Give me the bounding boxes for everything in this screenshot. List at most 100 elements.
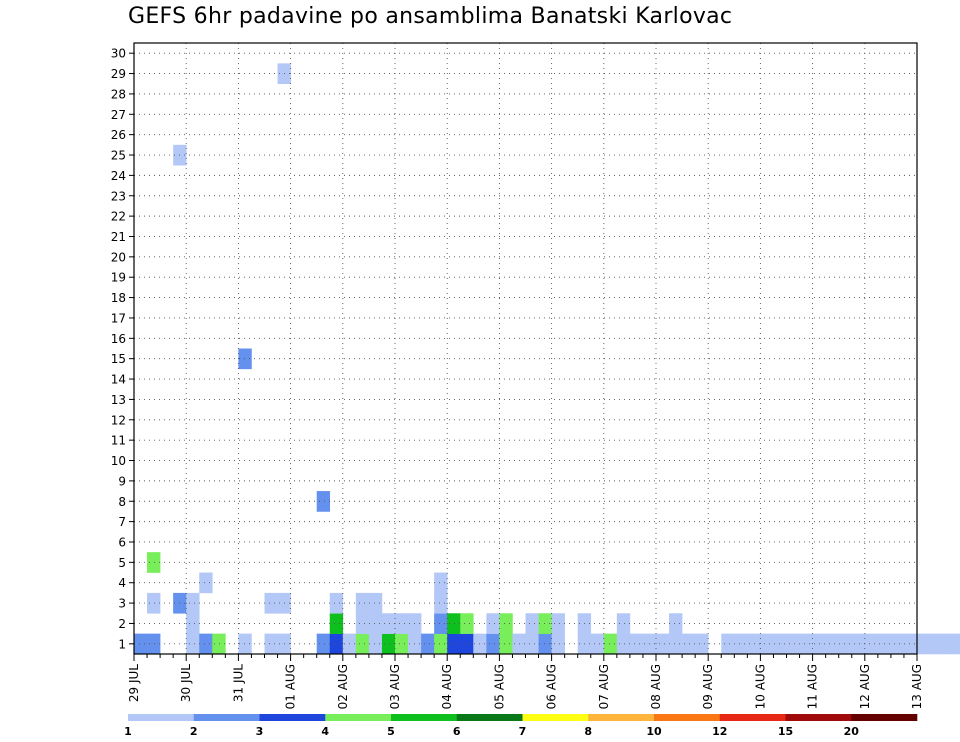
x-tick-label: 02 AUG — [336, 664, 350, 709]
heatmap-cell — [629, 633, 644, 655]
colorbar-swatch — [128, 714, 195, 721]
y-tick-label: 13 — [111, 393, 126, 407]
heatmap-cell — [447, 633, 461, 655]
y-tick-label: 5 — [118, 556, 126, 570]
heatmap-cell — [381, 613, 396, 634]
heatmap-cell — [316, 633, 331, 655]
x-tick-label: 30 JUL — [179, 664, 193, 702]
colorbar-swatch — [259, 714, 326, 721]
colorbar-label: 12 — [712, 725, 727, 738]
y-tick-label: 4 — [118, 576, 126, 590]
y-tick-label: 16 — [111, 332, 126, 346]
heatmap-cell — [734, 633, 748, 655]
heatmap-cell — [460, 633, 474, 655]
heatmap-cell — [434, 592, 448, 614]
heatmap-cell — [238, 348, 252, 370]
y-tick-label: 23 — [111, 189, 126, 203]
heatmap-cell — [669, 613, 683, 634]
heatmap-cell — [616, 633, 631, 655]
heatmap-cell — [355, 613, 370, 634]
y-tick-label: 1 — [118, 637, 126, 651]
heatmap-cell — [590, 633, 605, 655]
y-tick-label: 12 — [111, 413, 126, 427]
heatmap-cell — [329, 592, 344, 614]
y-tick-label: 20 — [111, 250, 126, 264]
heatmap-cell — [773, 633, 787, 655]
colorbar-label: 7 — [519, 725, 527, 738]
heatmap-cell — [186, 613, 200, 634]
heatmap-cell — [395, 613, 409, 634]
colorbar: 1 2 3 4 5 6 7 8 10 12 15 20 — [124, 714, 918, 738]
colorbar-swatch — [456, 714, 523, 721]
heatmap-cell — [799, 633, 813, 655]
heatmap-cell — [434, 633, 448, 655]
x-tick-label: 07 AUG — [597, 664, 611, 709]
heatmap-cell — [460, 613, 474, 634]
heatmap-cell — [499, 613, 513, 634]
heatmap-cell — [421, 633, 435, 655]
y-tick-label: 22 — [111, 210, 126, 224]
heatmap-cell — [551, 633, 565, 655]
colorbar-label: 6 — [453, 725, 461, 738]
colorbar-swatch — [654, 714, 721, 721]
y-tick-label: 28 — [111, 87, 126, 101]
heatmap-cell — [368, 613, 383, 634]
y-tick-label: 26 — [111, 128, 126, 142]
colorbar-label: 4 — [321, 725, 329, 738]
x-tick-label: 13 AUG — [910, 664, 924, 709]
heatmap-cell — [186, 592, 200, 614]
x-tick-label: 12 AUG — [858, 664, 872, 709]
heatmap-cell — [147, 592, 161, 614]
y-tick-label: 15 — [111, 352, 126, 366]
heatmap-cell — [903, 633, 918, 655]
heatmap-cell — [147, 552, 161, 573]
y-tick-label: 2 — [118, 617, 126, 631]
heatmap-cell — [786, 633, 800, 655]
y-tick-label: 30 — [111, 47, 126, 61]
colorbar-swatch — [193, 714, 260, 721]
heatmap-cell — [499, 633, 513, 655]
heatmap-cell — [186, 633, 200, 655]
colorbar-label: 20 — [844, 725, 860, 738]
heatmap-cell — [199, 572, 213, 594]
heatmap-cell — [486, 633, 500, 655]
x-tick-label: 06 AUG — [545, 664, 559, 709]
y-tick-label: 3 — [118, 597, 126, 611]
y-tick-label: 9 — [118, 474, 126, 488]
heatmap-cell — [682, 633, 696, 655]
heatmap-cell — [147, 633, 161, 655]
colorbar-swatch — [391, 714, 458, 721]
x-tick-label: 09 AUG — [701, 664, 715, 709]
y-tick-label: 8 — [118, 495, 126, 509]
heatmap-cell — [525, 633, 539, 655]
heatmap-cell — [760, 633, 774, 655]
y-tick-label: 29 — [111, 67, 126, 81]
colorbar-swatch — [851, 714, 918, 721]
heatmap-cell — [238, 633, 252, 655]
x-tick-label: 08 AUG — [649, 664, 663, 709]
heatmap-cell — [669, 633, 683, 655]
heatmap-cell — [434, 572, 448, 594]
heatmap-cell — [538, 633, 552, 655]
heatmap-cell — [538, 613, 552, 634]
colorbar-label: 3 — [256, 725, 264, 738]
heatmap-cell — [264, 592, 278, 614]
x-tick-label: 04 AUG — [440, 664, 454, 709]
x-tick-label: 01 AUG — [284, 664, 298, 709]
heatmap-cell — [890, 633, 905, 655]
colorbar-swatch — [719, 714, 786, 721]
colorbar-swatch — [588, 714, 655, 721]
heatmap-cell — [721, 633, 735, 655]
y-tick-label: 11 — [111, 434, 126, 448]
y-tick-label: 6 — [118, 535, 126, 549]
heatmap-cell — [434, 613, 448, 634]
y-tick-label: 19 — [111, 271, 126, 285]
heatmap-cell — [329, 633, 344, 655]
colorbar-swatch — [785, 714, 852, 721]
plot-area: 1234567891011121314151617181920212223242… — [111, 42, 960, 709]
heatmap-cell — [212, 633, 226, 655]
x-tick-label: 10 AUG — [753, 664, 767, 709]
heatmap-cell — [486, 613, 500, 634]
heatmap-cell — [825, 633, 839, 655]
